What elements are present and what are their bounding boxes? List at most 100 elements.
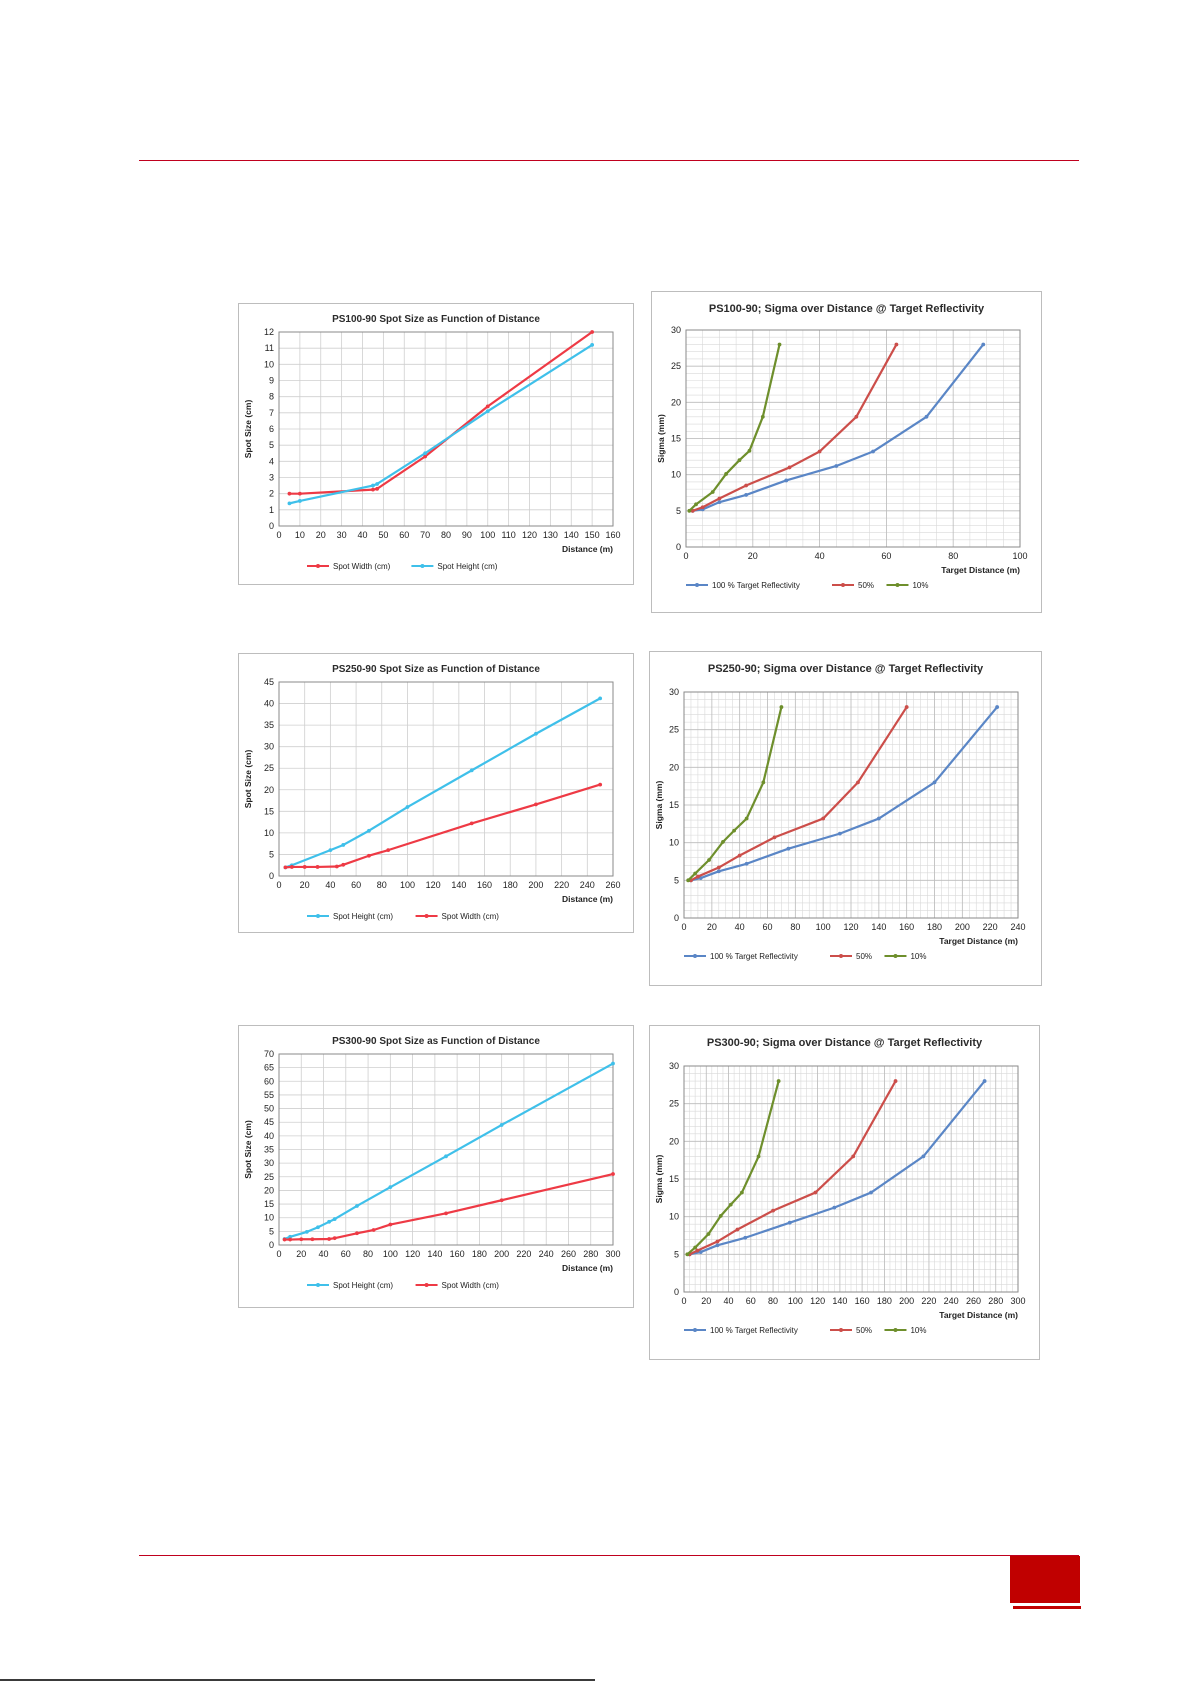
x-tick-label: 220	[516, 1249, 531, 1259]
x-tick-label: 100	[1012, 551, 1027, 561]
x-tick-label: 180	[472, 1249, 487, 1259]
y-tick-label: 1	[269, 505, 274, 515]
x-tick-label: 220	[921, 1296, 936, 1306]
x-tick-label: 70	[420, 530, 430, 540]
x-tick-label: 60	[881, 551, 891, 561]
data-point	[388, 1185, 393, 1190]
data-point	[695, 1248, 700, 1253]
legend-marker	[424, 1283, 429, 1287]
x-tick-label: 240	[539, 1249, 554, 1259]
data-point	[355, 1231, 359, 1236]
chart-ps250-sigma: PS250-90; Sigma over Distance @ Target R…	[654, 663, 1026, 961]
series-line	[688, 344, 781, 512]
x-tick-label: 40	[319, 1249, 329, 1259]
data-point	[700, 505, 705, 510]
plot-area-border	[685, 329, 1021, 548]
data-point	[423, 454, 428, 459]
legend-marker	[316, 914, 320, 918]
x-tick-label: 40	[325, 880, 335, 890]
series-line	[285, 783, 601, 869]
y-tick-label: 40	[264, 1131, 274, 1141]
y-tick-label: 5	[674, 1249, 679, 1259]
x-tick-label: 120	[810, 1296, 825, 1306]
data-point	[289, 865, 294, 869]
x-tick-label: 220	[983, 922, 998, 932]
chart-title: PS250-90; Sigma over Distance @ Target R…	[708, 663, 984, 675]
data-point	[716, 869, 721, 874]
data-point	[813, 1190, 818, 1195]
data-point	[341, 862, 346, 867]
data-point	[355, 1204, 359, 1208]
data-point	[534, 731, 538, 736]
x-tick-label: 140	[451, 880, 466, 890]
y-tick-label: 5	[674, 875, 679, 885]
y-tick-label: 4	[269, 456, 274, 466]
y-tick-label: 0	[674, 1287, 679, 1297]
data-point	[499, 1123, 504, 1127]
data-point	[371, 487, 375, 492]
y-tick-label: 10	[264, 359, 274, 369]
data-point	[777, 342, 782, 347]
y-tick-label: 6	[269, 424, 274, 434]
data-point	[728, 1202, 733, 1207]
x-tick-label: 160	[450, 1249, 465, 1259]
x-tick-label: 200	[494, 1249, 509, 1259]
data-point	[776, 1079, 781, 1083]
x-tick-label: 100	[788, 1296, 803, 1306]
data-point	[332, 1236, 337, 1241]
data-point	[469, 821, 474, 826]
data-point	[611, 1061, 615, 1066]
x-tick-label: 180	[927, 922, 942, 932]
y-tick-label: 15	[264, 806, 274, 816]
data-point	[871, 449, 875, 454]
data-point	[328, 848, 333, 853]
x-tick-label: 60	[351, 880, 361, 890]
x-tick-label: 120	[843, 922, 858, 932]
x-axis-label: Target Distance (m)	[939, 936, 1018, 946]
x-tick-label: 260	[966, 1296, 981, 1306]
data-point	[854, 414, 859, 419]
chart-title: PS300-90 Spot Size as Function of Distan…	[332, 1036, 540, 1047]
data-point	[696, 874, 700, 879]
data-point	[444, 1211, 448, 1216]
y-tick-label: 0	[674, 913, 679, 923]
legend-marker	[695, 583, 699, 587]
data-point	[687, 508, 692, 513]
y-tick-label: 30	[671, 325, 681, 335]
y-axis-label: Spot Size (cm)	[243, 1120, 253, 1179]
y-tick-label: 0	[269, 521, 274, 531]
y-tick-label: 10	[264, 828, 274, 838]
x-tick-label: 20	[316, 530, 326, 540]
x-tick-label: 0	[681, 1296, 686, 1306]
header-rule	[139, 160, 1079, 161]
y-axis-label: Sigma (mm)	[654, 1155, 664, 1204]
data-point	[876, 816, 881, 821]
y-tick-label: 10	[669, 1212, 679, 1222]
data-point	[287, 501, 292, 506]
x-tick-label: 60	[762, 922, 772, 932]
x-tick-label: 20	[748, 551, 758, 561]
x-tick-label: 130	[543, 530, 558, 540]
x-tick-label: 120	[522, 530, 537, 540]
x-tick-label: 0	[276, 1249, 281, 1259]
data-point	[598, 782, 603, 787]
legend-marker	[693, 1328, 697, 1332]
data-point	[485, 404, 490, 409]
legend-marker	[316, 1283, 320, 1287]
data-point	[686, 878, 691, 883]
chart-panel-ps250-spot-size: PS250-90 Spot Size as Function of Distan…	[238, 653, 634, 933]
data-point	[821, 816, 826, 821]
legend-label: 10%	[910, 952, 926, 961]
chart-ps100-sigma: PS100-90; Sigma over Distance @ Target R…	[656, 303, 1028, 590]
x-tick-label: 280	[988, 1296, 1003, 1306]
y-tick-label: 25	[264, 1172, 274, 1182]
y-tick-label: 25	[264, 763, 274, 773]
series-line	[289, 344, 593, 505]
data-point	[327, 1219, 331, 1224]
x-tick-label: 20	[296, 1249, 306, 1259]
y-tick-label: 45	[264, 1117, 274, 1127]
legend-label: Spot Height (cm)	[437, 562, 497, 571]
data-point	[784, 478, 789, 483]
x-tick-label: 80	[441, 530, 451, 540]
y-tick-label: 12	[264, 327, 274, 337]
